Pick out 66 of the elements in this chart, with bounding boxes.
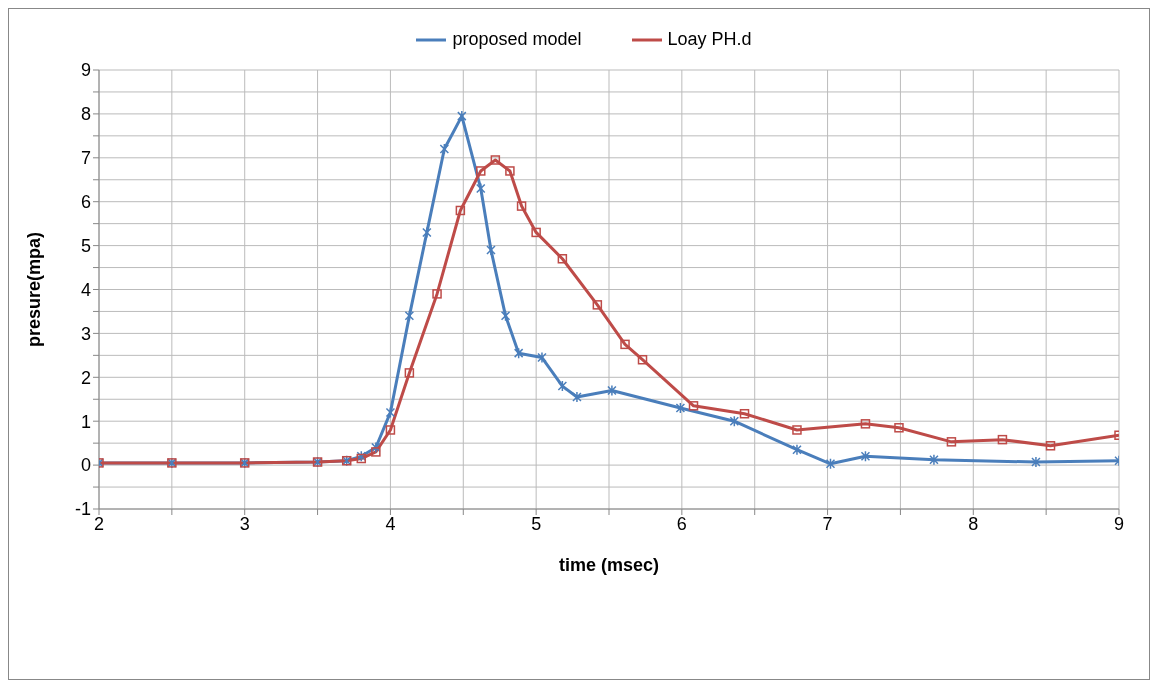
- y-tick-label: -1: [74, 499, 91, 520]
- point: [1031, 456, 1041, 468]
- point: [516, 201, 527, 211]
- point: [500, 310, 511, 322]
- point: [531, 227, 541, 238]
- y-tick-label: 5: [80, 235, 91, 256]
- point: [486, 244, 496, 256]
- point: [476, 166, 486, 176]
- point: [432, 289, 442, 299]
- x-tick-label: 8: [968, 513, 979, 534]
- point: [572, 391, 582, 403]
- y-axis-title: presure(mpa): [24, 231, 45, 348]
- point: [557, 254, 568, 264]
- point: [592, 300, 603, 310]
- point: [537, 351, 547, 364]
- y-tick-label: 3: [80, 323, 91, 344]
- point: [860, 450, 871, 463]
- point: [422, 226, 432, 239]
- point: [997, 434, 1008, 445]
- point: [1045, 441, 1056, 451]
- legend-label: proposed model: [452, 29, 582, 50]
- point: [946, 437, 957, 447]
- y-tick-label: 1: [80, 411, 91, 432]
- point: [404, 368, 415, 378]
- point: [513, 347, 524, 359]
- x-axis-title: time (msec): [558, 555, 660, 575]
- x-tick-label: 7: [822, 513, 833, 534]
- point: [675, 402, 686, 414]
- point: [371, 441, 381, 454]
- y-tick-label: 7: [80, 148, 91, 169]
- point: [457, 110, 467, 122]
- point: [455, 205, 466, 216]
- legend-label: Loay PH.d: [667, 29, 752, 50]
- y-tick-label: 6: [80, 192, 91, 213]
- point: [620, 339, 630, 350]
- point: [385, 406, 396, 419]
- point: [607, 384, 617, 397]
- x-tick-label: 6: [676, 513, 687, 534]
- point: [385, 425, 396, 435]
- x-tick-label: 9: [1113, 513, 1125, 534]
- point: [825, 458, 836, 470]
- y-tick-label: 0: [80, 455, 91, 476]
- point: [557, 380, 568, 392]
- point: [860, 419, 871, 429]
- x-tick-label: 4: [385, 513, 396, 534]
- point: [505, 166, 515, 176]
- x-tick-label: 2: [93, 513, 105, 534]
- y-tick-label: 4: [80, 279, 91, 300]
- point: [729, 415, 740, 427]
- point: [371, 447, 381, 457]
- point: [929, 454, 939, 466]
- y-tick-label: 8: [80, 104, 91, 125]
- point: [404, 310, 415, 322]
- x-tick-label: 3: [239, 513, 250, 534]
- point: [739, 408, 750, 419]
- x-tick-label: 5: [531, 513, 542, 534]
- point: [490, 155, 501, 165]
- point: [637, 354, 648, 365]
- point: [894, 423, 904, 433]
- y-tick-label: 9: [80, 60, 91, 81]
- point: [439, 143, 450, 155]
- point: [792, 443, 802, 456]
- point: [688, 401, 699, 411]
- y-tick-label: 2: [80, 367, 91, 388]
- point: [476, 182, 486, 195]
- point: [792, 425, 802, 435]
